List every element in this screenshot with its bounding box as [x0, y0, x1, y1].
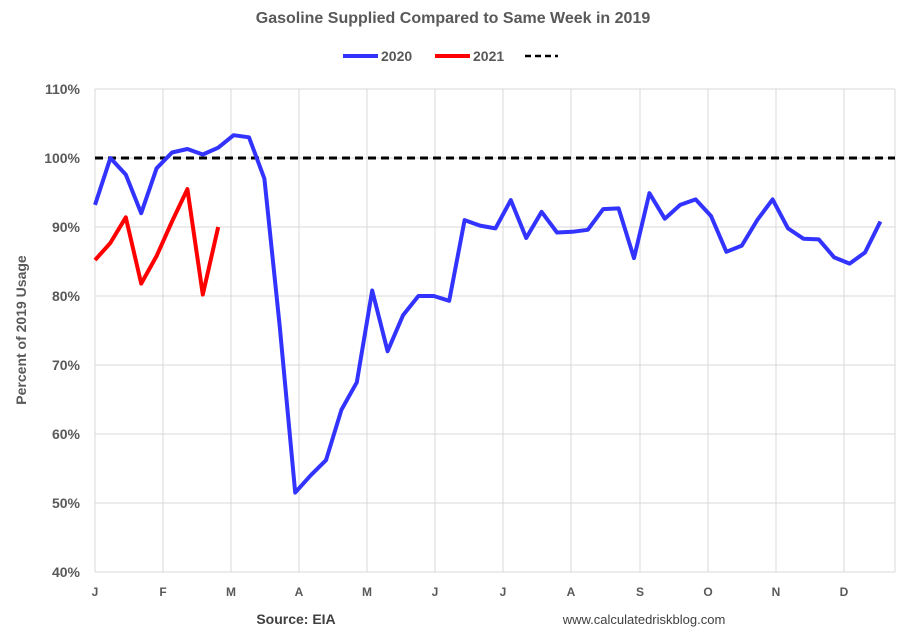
- website-note: www.calculatedriskblog.com: [562, 612, 726, 627]
- y-tick-label: 50%: [52, 495, 81, 511]
- y-tick-label: 110%: [45, 81, 81, 97]
- x-tick-label: A: [567, 585, 576, 599]
- y-tick-label: 90%: [52, 219, 81, 235]
- x-tick-label: J: [500, 585, 507, 599]
- legend-label-2020: 2020: [381, 48, 412, 64]
- x-tick-label: O: [703, 585, 712, 599]
- x-tick-label: J: [432, 585, 439, 599]
- y-tick-label: 40%: [52, 564, 81, 580]
- y-gridlines: [95, 88, 895, 573]
- chart-title: Gasoline Supplied Compared to Same Week …: [256, 10, 651, 27]
- series-2021-line: [93, 187, 221, 297]
- x-tick-label: M: [226, 585, 236, 599]
- x-tick-label: S: [636, 585, 644, 599]
- series-2020-line: [93, 133, 883, 495]
- y-tick-label: 70%: [52, 357, 81, 373]
- x-gridlines: [94, 89, 896, 572]
- y-tick-label: 60%: [52, 426, 81, 442]
- x-tick-label: N: [772, 585, 781, 599]
- y-tick-label: 80%: [52, 288, 81, 304]
- x-tick-label: A: [295, 585, 304, 599]
- y-tick-labels: 40% 50% 60% 70% 80% 90% 100% 110%: [44, 81, 80, 580]
- y-axis-label: Percent of 2019 Usage: [13, 255, 29, 405]
- legend-label-2021: 2021: [473, 48, 504, 64]
- x-tick-label: D: [840, 585, 849, 599]
- x-tick-label: J: [92, 585, 99, 599]
- source-note: Source: EIA: [256, 611, 335, 627]
- x-tick-label: F: [159, 585, 166, 599]
- y-tick-label: 100%: [44, 150, 80, 166]
- x-tick-label: M: [362, 585, 372, 599]
- legend: 2020 2021: [343, 48, 558, 64]
